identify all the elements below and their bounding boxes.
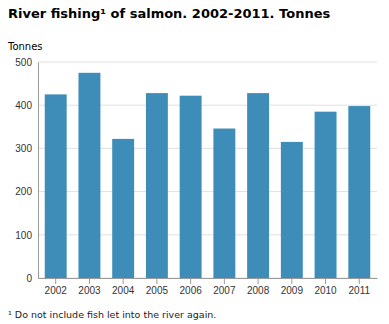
x-tick-label: 2010 (314, 285, 337, 296)
x-tick: 2003 (78, 278, 101, 296)
bar (348, 106, 370, 278)
y-tick-label: 0 (26, 273, 32, 284)
grid-line (38, 62, 377, 63)
x-tick-label: 2011 (349, 285, 371, 296)
y-tick-label: 500 (15, 57, 32, 68)
plot: 0 100 200 300 400 500 2002 2003 2004 2005 2006 2007… (7, 41, 378, 296)
x-tick-mark (359, 278, 360, 284)
x-tick-mark (224, 278, 225, 284)
x-tick-label: 2004 (112, 285, 135, 296)
x-tick-label: 2008 (247, 285, 270, 296)
y-tick-label: 200 (15, 186, 32, 197)
x-tick: 2008 (247, 278, 270, 296)
chart: River fishing¹ of salmon. 2002-2011. Ton… (0, 0, 389, 324)
bar (315, 112, 337, 278)
y-tick-label: 100 (15, 230, 32, 241)
y-tick: 200 (15, 186, 38, 197)
y-tick: 500 (15, 57, 38, 68)
y-axis: 0 100 200 300 400 500 (15, 57, 38, 284)
x-tick-mark (123, 278, 124, 284)
x-tick: 2005 (146, 278, 169, 296)
x-tick-mark (55, 278, 56, 284)
x-tick-label: 2006 (180, 285, 203, 296)
x-axis: 2002 2003 2004 2005 2006 2007 2008 2009 2010 2011 (39, 278, 378, 296)
x-tick-mark (258, 278, 259, 284)
x-tick-mark (190, 278, 191, 284)
bar (213, 129, 235, 278)
bar (180, 96, 202, 278)
x-tick-label: 2007 (213, 285, 236, 296)
x-tick-label: 2009 (281, 285, 304, 296)
x-tick: 2007 (213, 278, 236, 296)
x-tick: 2002 (45, 278, 68, 296)
y-tick-label: 300 (15, 143, 32, 154)
x-tick: 2010 (314, 278, 337, 296)
x-tick-label: 2005 (146, 285, 169, 296)
x-tick-label: 2002 (45, 285, 68, 296)
grid (38, 62, 377, 278)
y-tick: 0 (26, 273, 38, 284)
y-tick: 100 (15, 230, 38, 241)
x-tick: 2011 (349, 278, 371, 296)
bars (45, 73, 371, 278)
x-tick: 2004 (112, 278, 135, 296)
x-tick-mark (89, 278, 90, 284)
y-tick-label: 400 (15, 100, 32, 111)
bar (112, 139, 134, 278)
x-tick: 2006 (180, 278, 203, 296)
x-tick-label: 2003 (78, 285, 101, 296)
y-tick: 300 (15, 143, 38, 154)
y-label: Tonnes (7, 41, 43, 52)
x-tick-mark (156, 278, 157, 284)
x-tick-mark (291, 278, 292, 284)
bar (247, 93, 269, 278)
y-axis-line (38, 63, 39, 279)
bar (78, 73, 100, 278)
bar (281, 142, 303, 278)
footnote: ¹ Do not include fish let into the river… (8, 309, 216, 320)
bar (45, 94, 67, 278)
title: River fishing¹ of salmon. 2002-2011. Ton… (8, 6, 330, 21)
y-tick: 400 (15, 100, 38, 111)
x-tick-mark (325, 278, 326, 284)
bar (146, 93, 168, 278)
x-tick: 2009 (281, 278, 304, 296)
